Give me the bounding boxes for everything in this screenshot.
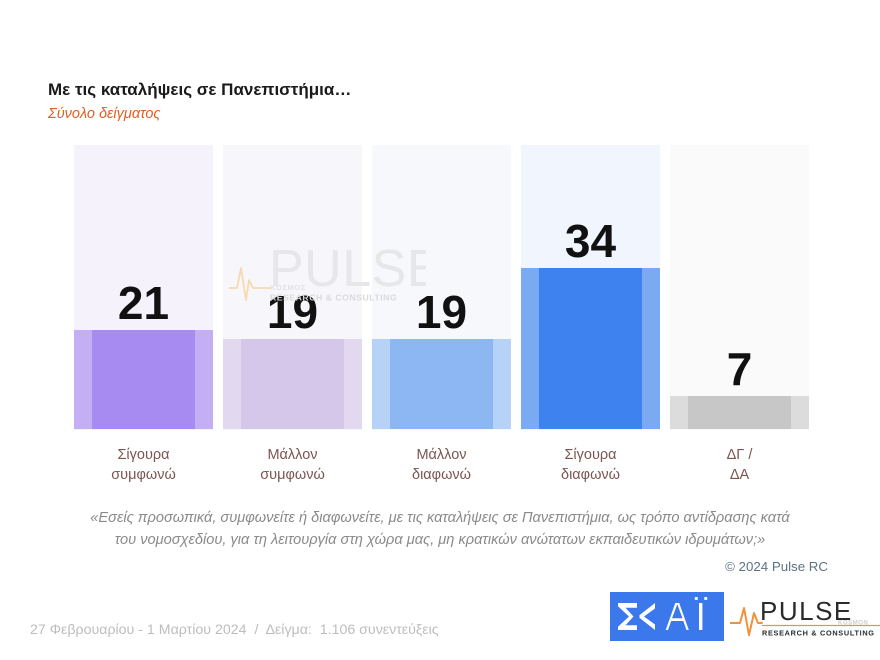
svg-text:KOSMON: KOSMON bbox=[838, 620, 868, 627]
svg-text:KOΣMOΣ: KOΣMOΣ bbox=[270, 283, 306, 292]
svg-text:RESEARCH & CONSULTING: RESEARCH & CONSULTING bbox=[270, 293, 397, 303]
svg-text:RESEARCH & CONSULTING: RESEARCH & CONSULTING bbox=[762, 629, 875, 638]
